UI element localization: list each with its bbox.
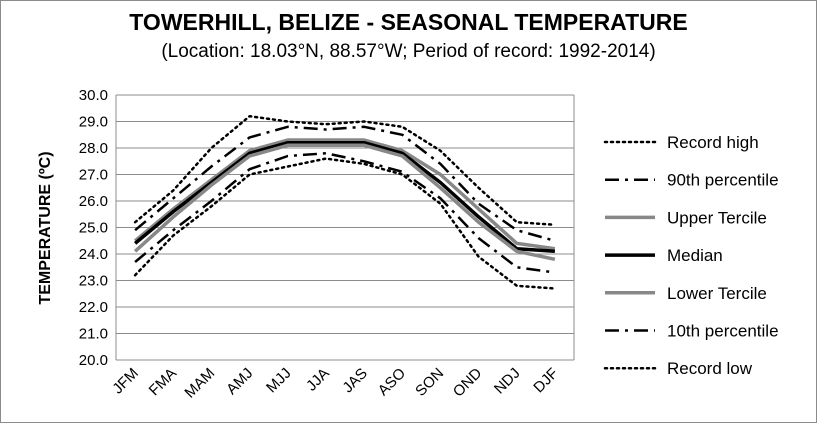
series-line-lower-tercile xyxy=(133,143,556,262)
series-line-median xyxy=(133,140,556,254)
series-line-upper-tercile xyxy=(133,138,556,251)
chart-subtitle: (Location: 18.03°N, 88.57°W; Period of r… xyxy=(161,41,656,62)
chart-title: TOWERHILL, BELIZE - SEASONAL TEMPERATURE xyxy=(129,9,688,35)
y-tick-label: 26.0 xyxy=(79,193,108,210)
legend-label: Median xyxy=(667,246,723,265)
y-tick-label: 27.0 xyxy=(79,167,108,184)
series-lines xyxy=(133,114,557,290)
legend-label: Record low xyxy=(667,359,753,378)
y-tick-label: 21.0 xyxy=(79,326,108,343)
y-tick-label: 24.0 xyxy=(79,246,108,263)
series-line-record-low xyxy=(133,157,557,290)
series-line-90th-percentile xyxy=(134,125,556,243)
legend-label: 90th percentile xyxy=(667,171,779,190)
series-line-10th-percentile xyxy=(134,152,556,274)
legend-label: Lower Tercile xyxy=(667,284,767,303)
legend-label: Upper Tercile xyxy=(667,208,767,227)
legend-label: Record high xyxy=(667,133,759,152)
legend-label: 10th percentile xyxy=(667,322,779,341)
x-tick-label: MJJ xyxy=(263,365,294,396)
y-tick-label: 20.0 xyxy=(79,352,108,369)
y-tick-label: 30.0 xyxy=(79,87,108,104)
x-tick-label: JJA xyxy=(303,365,333,395)
legend: Record high 90th percentile Upper Tercile M… xyxy=(603,133,779,378)
x-tick-label: JAS xyxy=(339,365,370,396)
y-tick-label: 23.0 xyxy=(79,273,108,290)
y-axis-title: TEMPERATURE (ºC) xyxy=(37,151,54,304)
x-tick-label: NDJ xyxy=(491,365,524,398)
x-tick-label: OND xyxy=(450,365,486,401)
x-tick-label: MAM xyxy=(181,365,218,402)
x-tick-label: ASO xyxy=(375,365,409,399)
series-line-record-high xyxy=(133,114,557,227)
x-tick-label: FMA xyxy=(146,365,180,399)
x-tick-label: JFM xyxy=(109,365,142,398)
y-tick-label: 22.0 xyxy=(79,299,108,316)
y-tick-label: 28.0 xyxy=(79,140,108,157)
gridlines xyxy=(115,94,575,361)
y-tick-labels: 20.0 21.0 22.0 23.0 24.0 25.0 26.0 27.0 28.0 29.0… xyxy=(79,87,108,369)
x-tick-labels: JFM FMA MAM AMJ MJJ JJA JAS ASO SON OND NDJ DJF xyxy=(109,365,561,402)
x-tick-label: SON xyxy=(412,365,447,400)
y-tick-label: 29.0 xyxy=(79,114,108,131)
x-tick-label: DJF xyxy=(530,365,561,396)
y-tick-label: 25.0 xyxy=(79,220,108,237)
x-tick-label: AMJ xyxy=(223,365,256,398)
